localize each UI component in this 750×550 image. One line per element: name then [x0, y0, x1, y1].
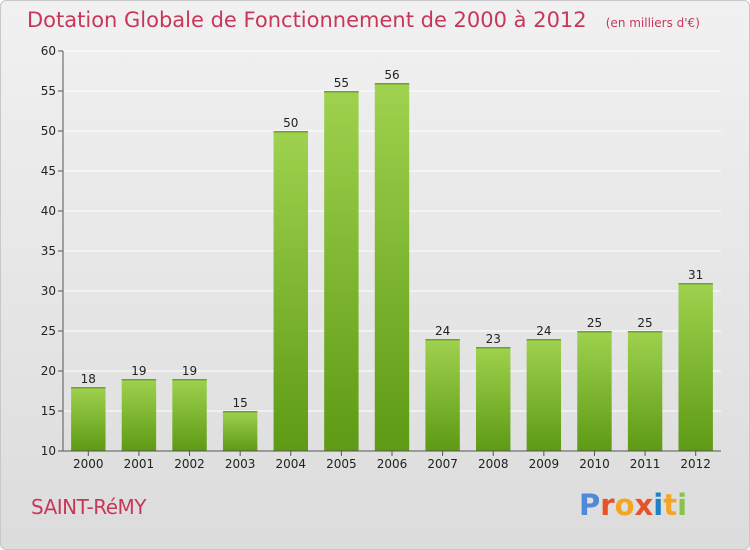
bar-2008: [476, 347, 511, 451]
bar-2012: [678, 283, 713, 451]
x-tick-label-2001: 2001: [124, 457, 155, 471]
bar-top-edge-2008: [476, 347, 511, 349]
x-tick-label-2005: 2005: [326, 457, 357, 471]
bar-top-edge-2011: [627, 331, 663, 333]
bar-top-edge-2003: [222, 411, 258, 413]
value-label-2002: 19: [182, 364, 197, 378]
bar-top-edge-2012: [678, 283, 713, 285]
bar-2001: [121, 379, 157, 451]
x-tick-label-2007: 2007: [427, 457, 458, 471]
value-label-2004: 50: [283, 116, 298, 130]
y-tick-label-25: 25: [41, 324, 56, 338]
bar-2011: [627, 331, 663, 451]
bar-2010: [577, 331, 612, 451]
x-tick-label-2002: 2002: [174, 457, 205, 471]
bar-2004: [273, 131, 308, 451]
value-label-2006: 56: [384, 68, 399, 82]
title-row: Dotation Globale de Fonctionnement de 20…: [27, 8, 700, 32]
bar-top-edge-2009: [526, 339, 562, 341]
bar-top-edge-2002: [172, 379, 207, 381]
value-label-2011: 25: [637, 316, 652, 330]
bar-top-edge-2010: [577, 331, 612, 333]
bar-top-edge-2005: [324, 91, 359, 93]
bars: [71, 83, 713, 451]
bar-top-edge-2000: [71, 387, 106, 389]
chart-title: Dotation Globale de Fonctionnement de 20…: [27, 8, 587, 32]
x-tick-label-2012: 2012: [680, 457, 711, 471]
value-label-2001: 19: [131, 364, 146, 378]
y-tick-label-40: 40: [41, 204, 56, 218]
labels: 10 15 20 25 30 35 40 45 50 55 60 18 2000 19 2001 19 2002…: [41, 44, 711, 471]
y-tick-label-30: 30: [41, 284, 56, 298]
value-label-2007: 24: [435, 324, 450, 338]
value-label-2000: 18: [81, 372, 96, 386]
y-tick-label-35: 35: [41, 244, 56, 258]
proxiti-logo: Proxiti: [579, 488, 688, 522]
y-tick-label-45: 45: [41, 164, 56, 178]
bar-2000: [71, 387, 106, 451]
x-tick-label-2006: 2006: [377, 457, 408, 471]
x-tick-label-2003: 2003: [225, 457, 256, 471]
value-label-2008: 23: [486, 332, 501, 346]
x-tick-label-2011: 2011: [630, 457, 661, 471]
bar-top-edge-2006: [374, 83, 410, 85]
y-tick-label-20: 20: [41, 364, 56, 378]
value-label-2009: 24: [536, 324, 551, 338]
x-tick-label-2008: 2008: [478, 457, 509, 471]
bar-2007: [425, 339, 460, 451]
axes: [58, 50, 721, 456]
x-tick-label-2000: 2000: [73, 457, 104, 471]
x-tick-label-2009: 2009: [529, 457, 560, 471]
chart-unit-note: (en milliers d'€): [605, 16, 700, 30]
place-name: SAINT-RéMY: [31, 495, 146, 519]
bar-top-edge-2001: [121, 379, 157, 381]
bar-2003: [222, 411, 258, 451]
bar-2009: [526, 339, 562, 451]
value-label-2005: 55: [334, 76, 349, 90]
y-tick-label-50: 50: [41, 124, 56, 138]
bar-2005: [324, 91, 359, 451]
x-tick-label-2010: 2010: [579, 457, 610, 471]
bar-2006: [374, 83, 410, 451]
y-tick-label-55: 55: [41, 84, 56, 98]
y-tick-label-10: 10: [41, 444, 56, 458]
bar-2002: [172, 379, 207, 451]
bar-top-edge-2007: [425, 339, 460, 341]
value-label-2012: 31: [688, 268, 703, 282]
bar-top-edge-2004: [273, 131, 308, 133]
value-label-2003: 15: [233, 396, 248, 410]
value-label-2010: 25: [587, 316, 602, 330]
x-tick-label-2004: 2004: [275, 457, 306, 471]
y-tick-label-15: 15: [41, 404, 56, 418]
y-tick-label-60: 60: [41, 44, 56, 58]
